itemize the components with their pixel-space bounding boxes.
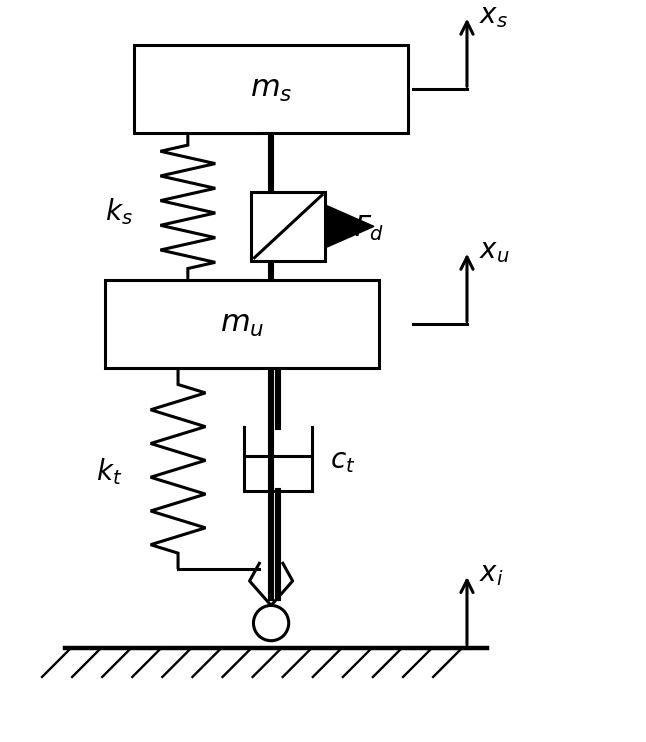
Polygon shape (325, 205, 374, 248)
Text: $x_s$: $x_s$ (479, 1, 508, 30)
Text: $m_s$: $m_s$ (250, 75, 292, 104)
Text: $c_t$: $c_t$ (330, 447, 355, 476)
Text: $x_i$: $x_i$ (479, 560, 503, 588)
Text: $x_u$: $x_u$ (479, 237, 509, 265)
Bar (134, 45, 408, 134)
Bar (251, 192, 325, 260)
Bar (105, 280, 379, 369)
Text: $m_u$: $m_u$ (220, 310, 264, 339)
Text: $k_s$: $k_s$ (105, 197, 133, 227)
Text: $F_d$: $F_d$ (355, 214, 385, 243)
Text: $k_t$: $k_t$ (96, 456, 123, 487)
